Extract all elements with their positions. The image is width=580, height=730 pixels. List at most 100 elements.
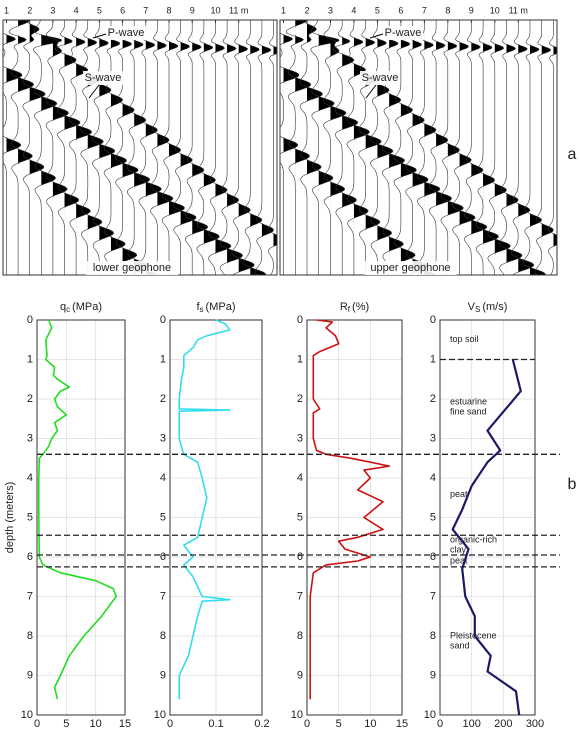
trace (310, 20, 340, 275)
arrow (92, 33, 107, 39)
trace (358, 20, 382, 275)
trace (323, 20, 347, 275)
y-tick-label: 4 (430, 472, 436, 484)
trace (510, 20, 535, 275)
annotation: S-wave (85, 72, 122, 84)
trace (45, 20, 69, 275)
y-tick-label: 5 (297, 511, 303, 523)
panel-caption: upper geophone (370, 262, 450, 274)
label-background (360, 71, 400, 85)
y-tick-label: 5 (430, 511, 436, 523)
title-part: f (196, 301, 200, 313)
trace-fill (306, 20, 323, 275)
trace-fill (261, 20, 274, 275)
trace-fill (169, 20, 185, 275)
y-tick-label: 0 (297, 314, 303, 326)
trace (92, 20, 116, 275)
x-tick-label: 3 (50, 5, 55, 15)
trace-fill (180, 20, 197, 275)
x-tick-label: 7 (143, 5, 148, 15)
x-tick-label: 0 (34, 718, 40, 730)
x-tick-label: 4 (351, 5, 356, 15)
trace (299, 20, 323, 275)
x-tick-label: 6 (120, 5, 125, 15)
y-tick-label: 1 (297, 353, 303, 365)
trace (126, 20, 151, 275)
x-tick-label: 5 (97, 5, 102, 15)
y-tick-label: 0 (27, 314, 33, 326)
y-tick-label: 10 (424, 709, 436, 721)
title-part: S (475, 305, 480, 314)
y-tick-label: 3 (160, 432, 166, 444)
trace (428, 20, 453, 275)
trace-fill (110, 20, 127, 275)
x-tick-label: 11 m (229, 5, 248, 15)
y-tick-label: 3 (430, 432, 436, 444)
x-tick-label: 5 (63, 718, 69, 730)
y-tick-label: 9 (27, 669, 33, 681)
trace-fill (215, 20, 231, 275)
trace-fill (389, 20, 405, 275)
trace-fill (283, 20, 299, 275)
x-tick-label: 15 (119, 718, 131, 730)
label-background (83, 71, 123, 85)
x-tick-label: 200 (494, 718, 512, 730)
x-tick-label: 8 (167, 5, 172, 15)
trace (8, 20, 35, 275)
seismic-traces (3, 20, 277, 275)
title-part: s (200, 305, 204, 314)
panel-frame (306, 319, 403, 716)
y-tick-label: 10 (21, 709, 33, 721)
trace-fill (295, 20, 311, 275)
annotation: P-wave (385, 27, 422, 39)
x-tick-label: 1 (281, 5, 286, 15)
panel-title: fs (MPa) (196, 301, 235, 314)
trace (267, 20, 277, 275)
profile-line (178, 319, 231, 700)
trace-fill (412, 20, 429, 275)
trace (522, 20, 546, 275)
trace-fill (18, 20, 34, 275)
y-tick-label: 9 (297, 669, 303, 681)
label-background (383, 26, 423, 40)
trace-fill (342, 20, 358, 275)
y-tick-label: 5 (160, 511, 166, 523)
trace (475, 20, 499, 275)
trace-fill (436, 20, 452, 275)
x-tick-label: 10 (490, 5, 500, 15)
profile-line (451, 359, 522, 716)
y-tick-label: 9 (430, 669, 436, 681)
annotation: S-wave (362, 72, 399, 84)
trace-fill (76, 20, 92, 275)
profile-line (38, 319, 117, 700)
y-tick-label: 1 (160, 353, 166, 365)
x-tick-label: 6 (398, 5, 403, 15)
x-tick-label: 4 (74, 5, 79, 15)
y-tick-label: 7 (430, 590, 436, 602)
trace (32, 20, 62, 275)
layer-label: fine sand (450, 406, 487, 416)
trace (219, 20, 244, 275)
y-axis-label: depth (meters) (4, 482, 16, 554)
title-part: R (340, 301, 348, 313)
trace (196, 20, 220, 275)
label-background (106, 26, 146, 40)
layer-label: peat (450, 489, 468, 499)
y-tick-label: 6 (297, 551, 303, 563)
x-tick-label: 15 (396, 718, 408, 730)
panel-title: Rf (%) (340, 301, 369, 314)
trace (208, 20, 232, 275)
y-tick-label: 4 (297, 472, 303, 484)
trace (393, 20, 417, 275)
x-tick-label: 5 (336, 718, 342, 730)
y-tick-label: 3 (297, 432, 303, 444)
arrow (88, 84, 100, 99)
x-tick-label: 10 (364, 718, 376, 730)
title-part: f (348, 305, 351, 314)
y-tick-label: 6 (160, 551, 166, 563)
title-part: (MPa) (72, 301, 102, 313)
trace-fill (377, 20, 393, 275)
arrow (369, 33, 384, 39)
trace-fill (134, 20, 150, 275)
trace (115, 20, 139, 275)
